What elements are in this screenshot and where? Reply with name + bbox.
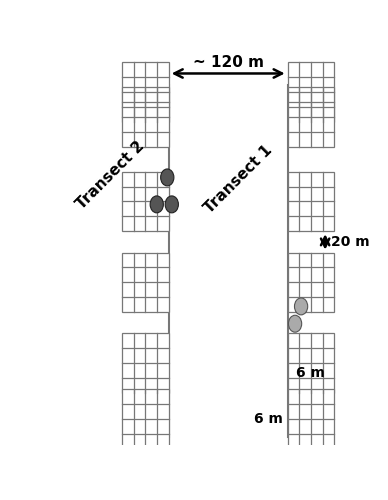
Bar (122, 172, 169, 232)
Bar (122, 252, 169, 312)
Circle shape (288, 316, 302, 332)
Bar (122, 62, 169, 122)
Circle shape (161, 169, 174, 186)
Text: 20 m: 20 m (331, 235, 370, 249)
Text: Transect 2: Transect 2 (73, 138, 147, 212)
Text: 6 m: 6 m (254, 412, 283, 426)
Circle shape (165, 196, 178, 213)
Bar (288, 172, 334, 232)
Bar (288, 252, 334, 312)
Bar (122, 87, 169, 146)
Bar (288, 334, 334, 393)
Text: Transect 1: Transect 1 (201, 142, 275, 216)
Bar (288, 87, 334, 146)
Bar (288, 389, 334, 449)
Circle shape (294, 298, 308, 315)
Circle shape (150, 196, 163, 213)
Bar (288, 62, 334, 122)
Bar (122, 389, 169, 449)
Text: 6 m: 6 m (296, 366, 325, 380)
Bar (122, 334, 169, 393)
Text: ~ 120 m: ~ 120 m (193, 54, 264, 70)
